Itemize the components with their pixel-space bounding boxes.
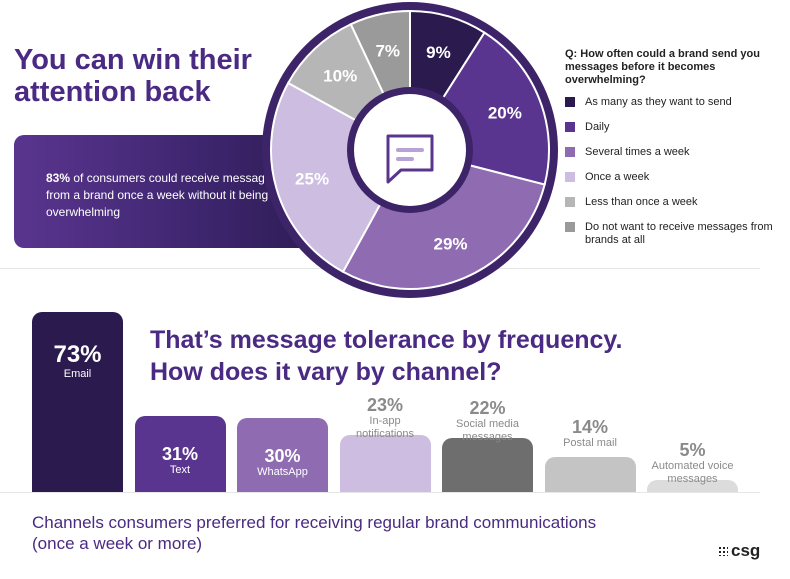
logo-text: csg: [731, 541, 761, 560]
donut-labels: 9% 20% 29% 25% 10% 7%: [295, 41, 522, 253]
bar-6: [544, 457, 636, 492]
bar-7: [647, 479, 738, 492]
bar-category: Postal mail: [563, 437, 617, 450]
callout-text: 83% of consumers could receive messages …: [46, 170, 286, 221]
legend-swatch: [565, 97, 575, 107]
legend-swatch: [565, 222, 575, 232]
legend-swatch: [565, 147, 575, 157]
bar-1: [32, 312, 123, 492]
bar-label-5: 22% Social media messages: [442, 398, 533, 444]
caption-line-2: (once a week or more): [32, 534, 203, 553]
bar-3: [237, 418, 328, 492]
bar-2: [134, 415, 226, 492]
legend-swatch: [565, 122, 575, 132]
donut-slice-4: [270, 81, 412, 274]
callout-highlight: 83%: [46, 171, 71, 185]
bar-label-1: 73% Email: [32, 342, 123, 381]
legend-item-6: Do not want to receive messages from bra…: [565, 221, 775, 247]
donut-label-4: 25%: [295, 169, 329, 188]
bar-value: 23%: [366, 395, 404, 416]
bar-value: 5%: [679, 439, 706, 460]
legend-label: Do not want to receive messages from bra…: [585, 221, 773, 246]
bar-4: [339, 435, 431, 492]
chart-caption: Channels consumers preferred for receivi…: [32, 512, 732, 554]
donut-label-6: 7%: [375, 41, 400, 60]
bar-value: 22%: [469, 397, 506, 418]
bar-category: Social media messages: [456, 417, 519, 443]
bar-label-2: 31% Text: [135, 444, 226, 477]
donut-label-2: 20%: [488, 103, 522, 122]
legend-item-5: Less than once a week: [565, 196, 698, 209]
bar-category: WhatsApp: [257, 466, 308, 479]
bar-5: [442, 437, 533, 492]
bar-label-6: 14% Postal mail: [545, 417, 636, 450]
legend-item-3: Several times a week: [565, 146, 690, 159]
bar-value: 14%: [571, 417, 609, 438]
callout-body: of consumers could receive messages from…: [46, 171, 278, 219]
bar-label-4: 23% In-app notifications: [340, 395, 431, 441]
csg-logo: csg: [718, 541, 760, 561]
legend-label: Once a week: [585, 171, 650, 183]
bar-label-3: 30% WhatsApp: [237, 446, 328, 479]
donut-label-3: 29%: [433, 235, 467, 254]
donut-label-1: 9%: [426, 43, 451, 62]
legend-swatch: [565, 172, 575, 182]
bar-baseline: [0, 492, 760, 493]
caption-line-1: Channels consumers preferred for receivi…: [32, 513, 597, 532]
bar-category: Email: [63, 368, 92, 380]
bar-value: 30%: [264, 446, 301, 467]
legend-swatch: [565, 197, 575, 207]
legend-question: Q: How often could a brand send you mess…: [565, 48, 760, 86]
bar-category: Automated voice messages: [651, 459, 734, 485]
logo-dots-icon: [718, 546, 728, 556]
bar-value: 73%: [53, 341, 102, 368]
frequency-donut-chart: 9% 20% 29% 25% 10% 7%: [262, 2, 558, 298]
headline-line-1: That’s message tolerance by frequency.: [150, 326, 623, 354]
headline-line-2: How does it vary by channel?: [150, 358, 502, 386]
legend-label: Less than once a week: [585, 196, 698, 208]
bar-category: In-app notifications: [355, 415, 415, 441]
legend-label: Several times a week: [585, 146, 690, 158]
bar-category: Text: [169, 463, 191, 476]
legend-item-2: Daily: [565, 121, 609, 134]
legend-item-1: As many as they want to send: [565, 96, 732, 109]
page-title: You can win their attention back: [14, 44, 252, 108]
legend-label: As many as they want to send: [585, 96, 732, 108]
donut-label-5: 10%: [323, 67, 357, 86]
bar-value: 31%: [161, 443, 199, 464]
message-bubble-icon: [386, 134, 434, 184]
title-line-1: You can win their: [14, 44, 252, 76]
channel-headline: That’s message tolerance by frequency. H…: [150, 324, 622, 388]
bar-label-7: 5% Automated voice messages: [647, 440, 738, 486]
legend-label: Daily: [585, 121, 610, 133]
donut-legend: Q: How often could a brand send you mess…: [565, 48, 775, 246]
legend-item-4: Once a week: [565, 171, 649, 184]
title-line-2: attention back: [14, 76, 211, 108]
